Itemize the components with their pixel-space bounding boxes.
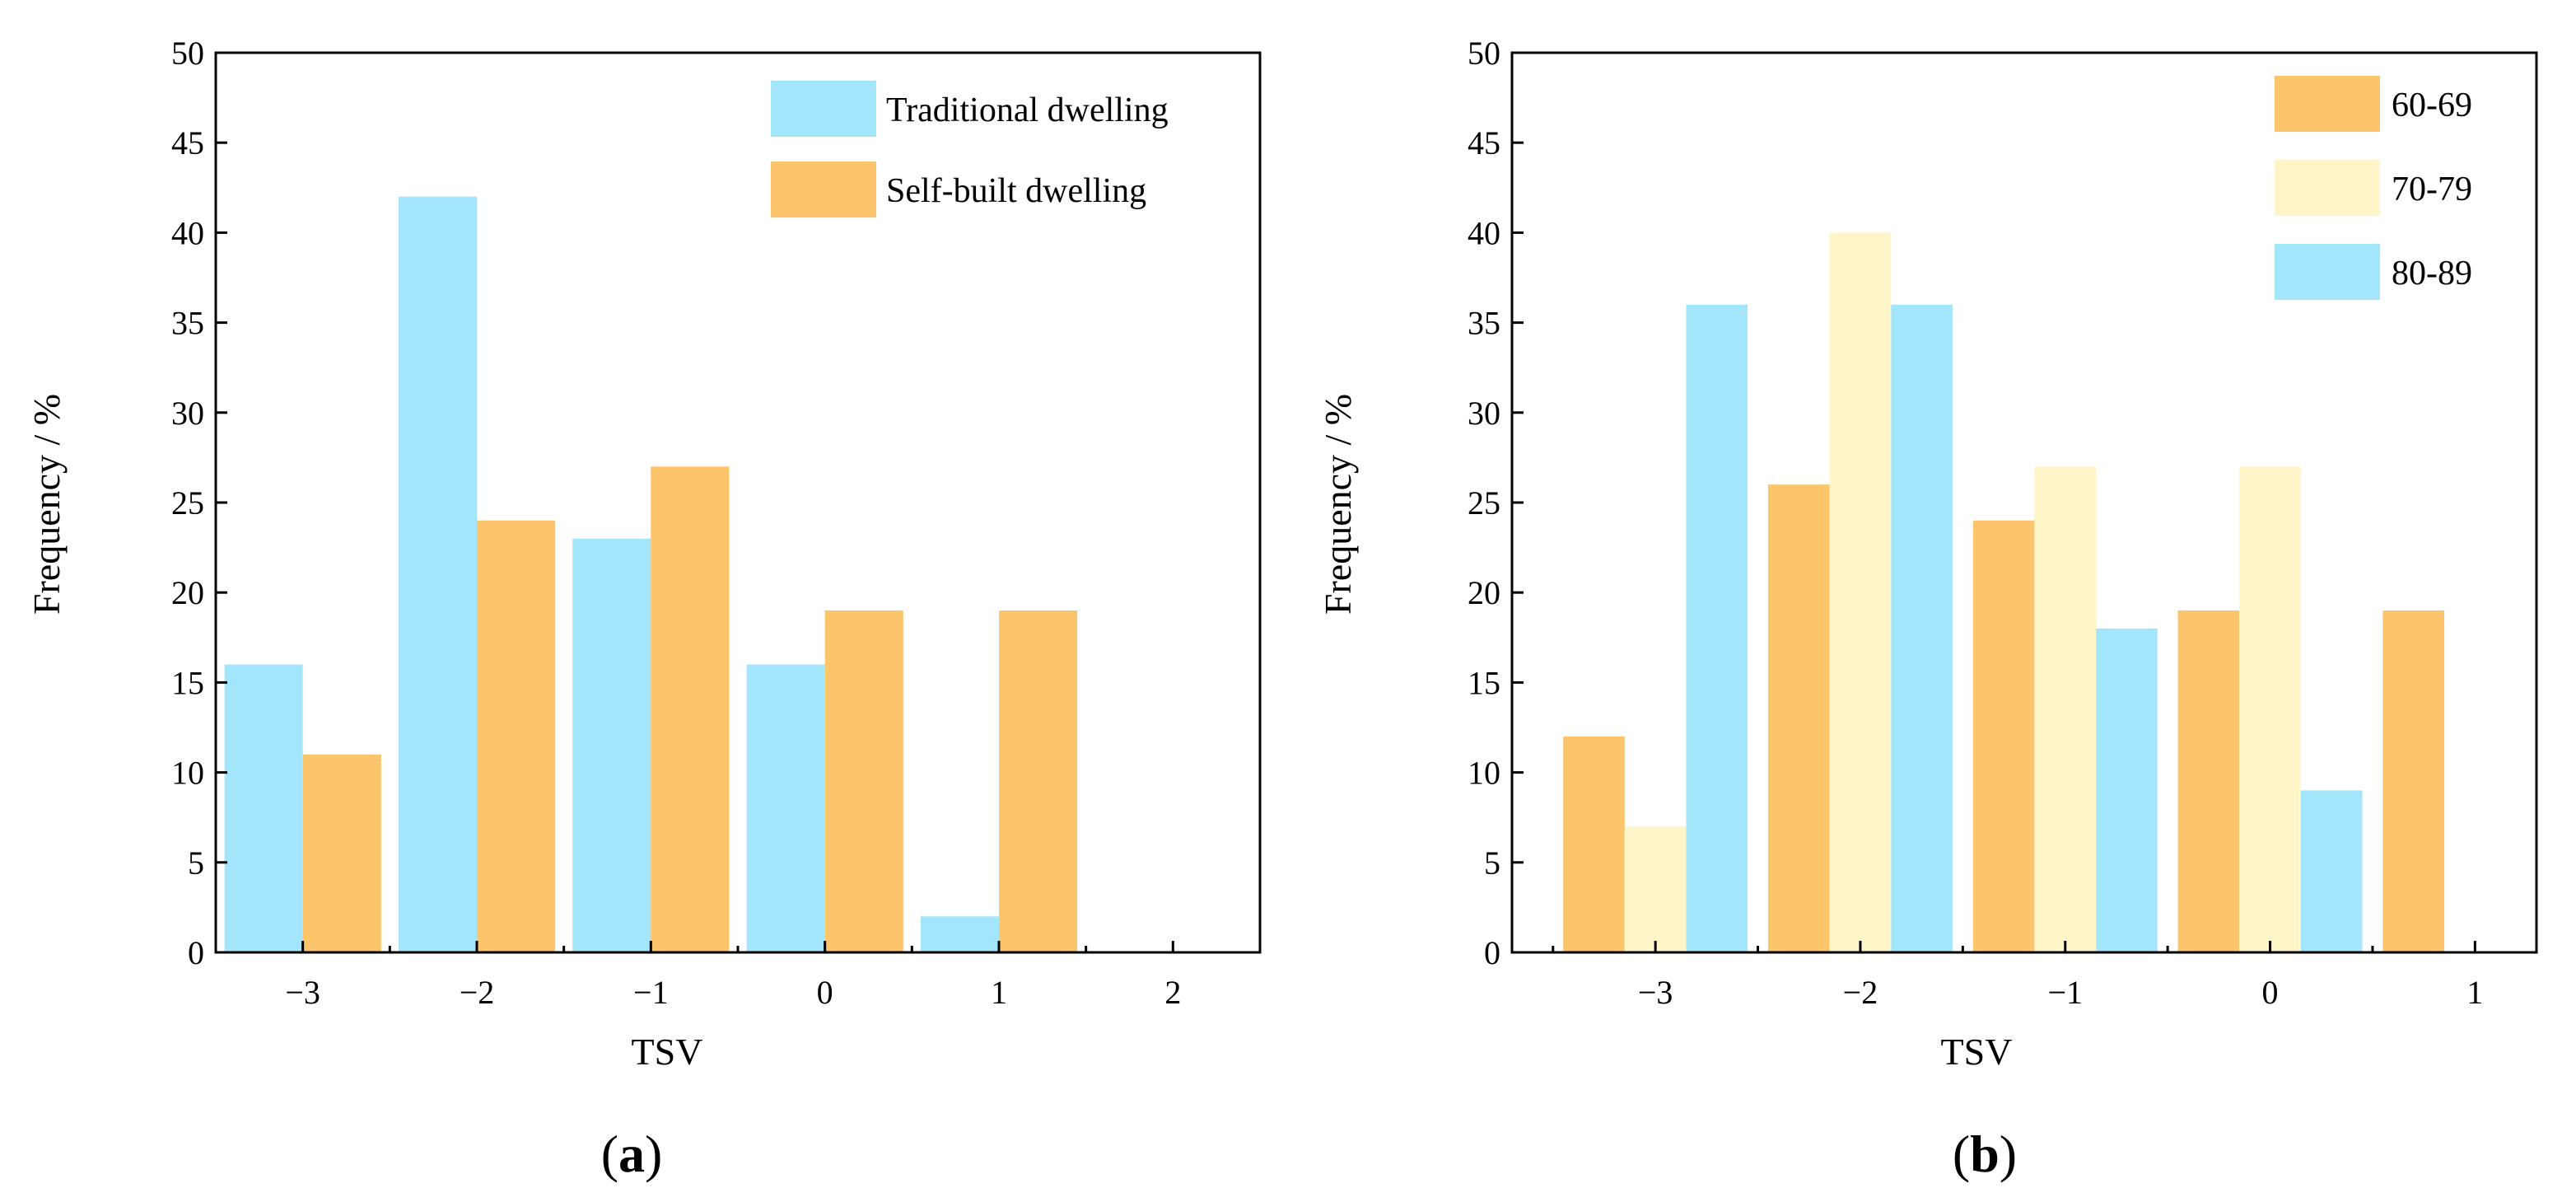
y-tick-label-b-5: 25: [1468, 484, 1500, 521]
y-axis-title-b: Frequency / %: [1317, 394, 1359, 615]
bar-b-series2-2: [2096, 628, 2158, 952]
x-tick-label-b-4: 1: [2466, 974, 2483, 1011]
x-tick-label-a-5: 2: [1164, 974, 1181, 1011]
bar-b-series0-2: [1972, 520, 2035, 952]
bar-a-series0-2: [572, 538, 651, 952]
y-tick-label-a-7: 35: [171, 305, 204, 342]
bar-b-series0-1: [1768, 484, 1830, 952]
bar-b-series1-1: [1829, 232, 1892, 952]
chart-panel-a: Frequency / % TSV (a) 051015202530354045…: [26, 35, 1262, 1183]
y-axis-title-a: Frequency / %: [26, 394, 68, 615]
y-tick-label-b-10: 50: [1468, 35, 1500, 72]
y-tick-label-a-0: 0: [188, 934, 204, 971]
panel-label-b-letter: b: [1970, 1125, 2000, 1183]
y-tick-label-a-9: 45: [171, 124, 204, 161]
legend-swatch-b-0: [2275, 76, 2380, 132]
bar-a-series0-4: [920, 916, 999, 952]
plot-frame-b: [1510, 51, 2538, 954]
legend-label-b-1: 70-79: [2392, 171, 2472, 208]
y-tick-label-a-2: 10: [171, 755, 204, 792]
bar-b-series0-0: [1563, 736, 1625, 952]
y-tick-label-a-4: 20: [171, 574, 204, 611]
y-tick-label-b-1: 5: [1484, 844, 1500, 882]
y-tick-label-b-9: 45: [1468, 124, 1500, 161]
x-tick-label-a-1: −2: [460, 974, 495, 1011]
bar-a-series1-2: [651, 466, 730, 952]
legend-label-b-0: 60-69: [2392, 87, 2472, 124]
legend-swatch-b-2: [2275, 244, 2380, 300]
bar-b-series2-1: [1891, 304, 1953, 952]
x-axis-title-b: TSV: [1941, 1031, 2013, 1073]
bar-b-series2-3: [2300, 790, 2363, 952]
legend-label-a-0: Traditional dwelling: [886, 91, 1169, 129]
y-tick-label-b-4: 20: [1468, 574, 1500, 611]
bar-b-series1-0: [1624, 826, 1687, 952]
plot-frame-a: [214, 51, 1262, 954]
x-tick-label-a-3: 0: [817, 974, 833, 1011]
bar-a-series1-4: [999, 610, 1078, 952]
x-axis-title-a: TSV: [632, 1031, 703, 1073]
x-tick-label-b-2: −1: [2047, 974, 2083, 1011]
y-tick-label-a-6: 30: [171, 395, 204, 432]
x-tick-label-b-0: −3: [1638, 974, 1673, 1011]
y-tick-label-a-1: 5: [188, 844, 204, 882]
legend-label-b-2: 80-89: [2392, 255, 2472, 292]
y-tick-label-a-8: 40: [171, 214, 204, 251]
y-tick-label-b-0: 0: [1484, 934, 1500, 971]
y-tick-label-b-2: 10: [1468, 755, 1500, 792]
bar-a-series0-3: [746, 664, 825, 952]
y-tick-label-b-7: 35: [1468, 305, 1500, 342]
legend-swatch-a-1: [771, 161, 876, 217]
bar-a-series0-1: [398, 196, 477, 952]
y-tick-label-a-10: 50: [171, 35, 204, 72]
legend-swatch-a-0: [771, 81, 876, 137]
bar-b-series1-3: [2239, 466, 2301, 952]
x-tick-label-b-1: −2: [1843, 974, 1878, 1011]
y-tick-label-a-5: 25: [171, 484, 204, 521]
x-tick-label-b-3: 0: [2262, 974, 2279, 1011]
legend-label-a-1: Self-built dwelling: [886, 172, 1146, 210]
panel-label-b: (b): [1953, 1125, 2017, 1183]
panel-label-a: (a): [601, 1125, 663, 1183]
bar-b-series0-4: [2382, 610, 2444, 952]
panel-label-a-letter: a: [618, 1125, 645, 1183]
bar-a-series1-0: [302, 754, 381, 952]
bar-b-series2-0: [1686, 304, 1748, 952]
bar-a-series1-1: [477, 520, 556, 952]
y-tick-label-a-3: 15: [171, 664, 204, 701]
bar-b-series0-3: [2177, 610, 2240, 952]
legend-swatch-b-1: [2275, 160, 2380, 216]
y-tick-label-b-3: 15: [1468, 664, 1500, 701]
chart-panel-b: Frequency / % TSV (b) 051015202530354045…: [1317, 35, 2538, 1183]
x-tick-label-a-2: −1: [633, 974, 669, 1011]
x-tick-label-a-0: −3: [285, 974, 320, 1011]
x-tick-label-a-4: 1: [991, 974, 1007, 1011]
y-tick-label-b-6: 30: [1468, 395, 1500, 432]
y-tick-label-b-8: 40: [1468, 214, 1500, 251]
bar-a-series0-0: [224, 664, 303, 952]
bar-a-series1-3: [824, 610, 903, 952]
bar-b-series1-2: [2034, 466, 2096, 952]
